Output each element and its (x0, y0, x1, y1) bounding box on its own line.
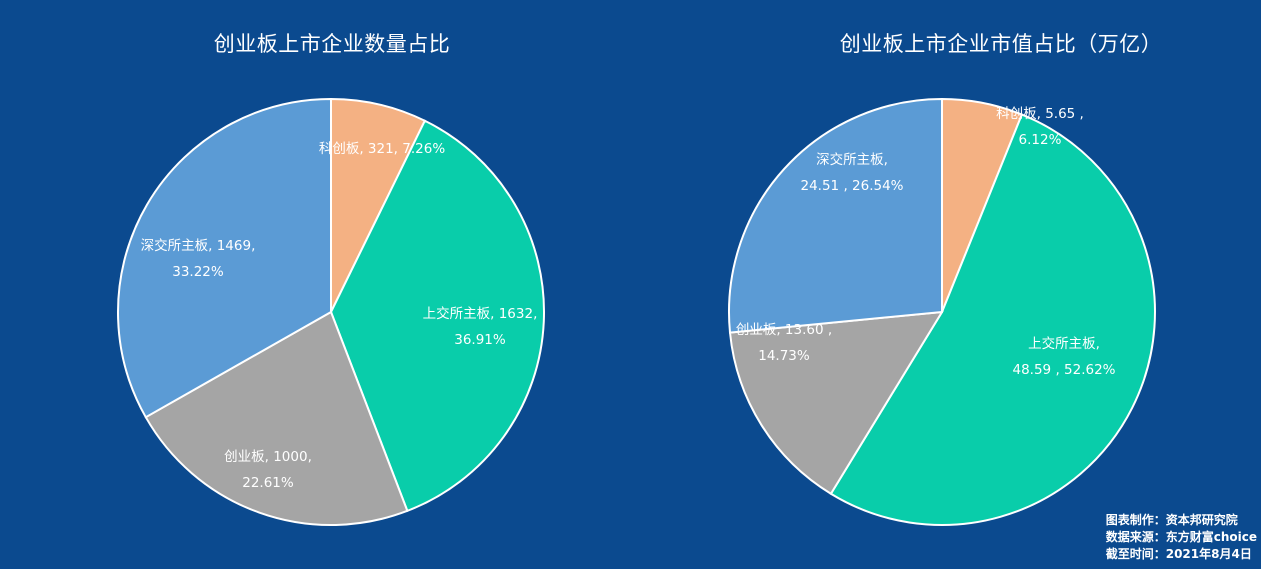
chart-title-count: 创业板上市企业数量占比 (213, 32, 451, 56)
source-note: 图表制作：资本邦研究院 数据来源：东方财富choice 截至时间：2021年8月… (1106, 512, 1257, 563)
pie-slice-count-szse-main (117, 97, 332, 419)
data-label-market-cap-sse-main: 上交所主板, 48.59 , 52.62% (1013, 335, 1116, 378)
source-note-date: 截至时间：2021年8月4日 (1105, 547, 1252, 561)
data-label-count-szse-main: 深交所主板, 1469, 33.22% (141, 237, 256, 280)
pie-slice-market-cap-szse-main (728, 97, 943, 334)
data-label-market-cap-szse-main: 深交所主板, 24.51 , 26.54% (801, 151, 904, 194)
chart-title-market-cap: 创业板上市企业市值占比（万亿） (839, 32, 1163, 56)
data-label-count-sse-main: 上交所主板, 1632, 36.91% (423, 305, 538, 348)
pie-slice-market-cap-sse-main (829, 113, 1156, 526)
pie-slice-count-chinext (144, 310, 409, 526)
pie-market-cap: 科创板, 5.65 , 6.12% 上交所主板, 48.59 , 52.62% 创业板,… (728, 97, 1156, 526)
data-label-count-star-market: 科创板, 321, 7.26% (319, 141, 445, 157)
source-note-maker: 图表制作：资本邦研究院 (1105, 513, 1238, 527)
data-label-count-chinext: 创业板, 1000, 22.61% (224, 449, 312, 491)
pie-count: 科创板, 321, 7.26% 上交所主板, 1632, 36.91% 创业板, 10… (117, 97, 545, 526)
source-note-data-source: 数据来源：东方财富choice (1105, 530, 1257, 544)
data-label-market-cap-chinext: 创业板, 13.60 , 14.73% (736, 322, 832, 364)
pie-slice-count-sse-main (329, 119, 545, 513)
data-label-market-cap-star-market: 科创板, 5.65 , 6.12% (996, 106, 1084, 148)
pie-slice-market-cap-chinext (728, 310, 944, 496)
